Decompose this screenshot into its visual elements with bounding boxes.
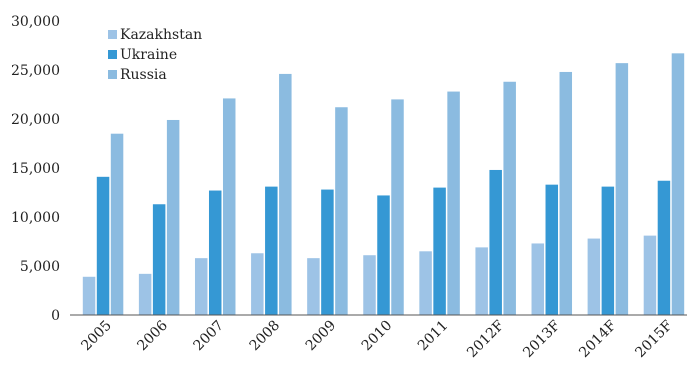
bar-russia-2014f [615,63,629,315]
bar-ukraine-2008 [265,186,278,315]
bar-kazakhstan-2013f [531,243,545,315]
bar-russia-2008 [279,73,292,315]
x-tick-label: 2008 [247,318,284,355]
bar-russia-2007 [222,98,236,315]
x-tick-label: 2015F [632,317,676,361]
bar-russia-2011 [447,91,460,315]
x-tick-label: 2005 [78,318,115,355]
y-tick-label: 15,000 [11,161,60,177]
y-tick-label: 0 [51,308,60,324]
bar-ukraine-2006 [152,204,166,315]
bar-ukraine-2007 [208,190,222,315]
x-tick-label: 2013F [520,317,564,361]
bar-kazakhstan-2012f [475,247,488,315]
bar-ukraine-2005 [96,176,110,315]
bar-kazakhstan-2008 [251,253,264,315]
x-tick-label: 2010 [359,318,396,355]
bar-ukraine-2014f [601,186,615,315]
bar-ukraine-2011 [433,187,446,315]
bar-russia-2012f [503,81,516,315]
bar-kazakhstan-2014f [587,238,601,315]
chart-legend: Kazakhstan Ukraine Russia [108,27,202,83]
x-tick-label: 2012F [464,317,508,361]
x-tick-label: 2009 [303,318,340,355]
bar-ukraine-2009 [321,189,334,315]
x-tick-label: 2006 [134,317,171,354]
bar-russia-2015f [671,53,685,316]
legend-swatch-russia [108,70,117,79]
bar-kazakhstan-2011 [419,251,432,315]
y-tick-label: 20,000 [11,112,60,128]
y-tick-label: 30,000 [11,14,60,30]
legend-swatch-ukraine [108,50,117,59]
y-tick-label: 10,000 [11,210,60,226]
bar-russia-2005 [110,133,124,315]
legend-swatch-kazakhstan [108,30,117,39]
bar-ukraine-2015f [657,180,671,315]
x-tick-label: 2007 [191,318,228,355]
legend-label-russia: Russia [120,67,167,83]
bar-russia-2013f [559,71,573,316]
legend-label-kazakhstan: Kazakhstan [120,27,202,43]
bar-russia-2010 [391,99,404,316]
bar-kazakhstan-2005 [82,276,96,315]
bar-kazakhstan-2015f [643,235,657,315]
x-tick-label: 2011 [415,318,452,355]
legend-label-ukraine: Ukraine [120,47,177,63]
bar-ukraine-2010 [377,195,390,315]
y-tick-label: 5,000 [20,259,60,275]
x-tick-label: 2014F [576,317,620,361]
bar-kazakhstan-2010 [363,255,376,315]
y-tick-label: 25,000 [11,63,60,79]
y-axis: 0 5,000 10,000 15,000 20,000 25,000 30,000 [11,14,60,324]
x-axis: 2005 2006 2007 2008 2009 2010 2011 2012F 2013F 20… [78,317,676,361]
bar-ukraine-2013f [545,184,559,315]
bar-russia-2006 [166,119,180,315]
bar-russia-2009 [335,107,348,316]
bars-group [82,53,685,316]
bar-kazakhstan-2006 [138,273,152,315]
bar-ukraine-2012f [489,169,502,315]
bar-kazakhstan-2009 [307,258,320,315]
bar-kazakhstan-2007 [194,258,208,315]
